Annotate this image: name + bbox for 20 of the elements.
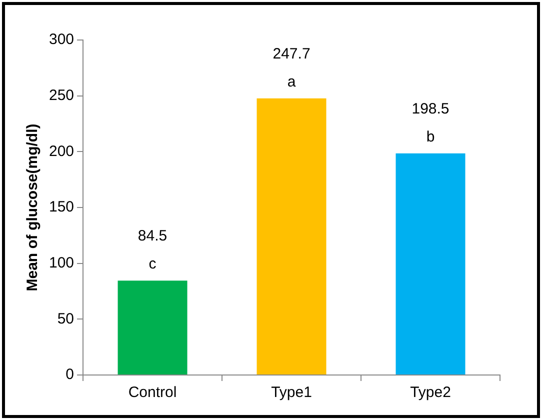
data-label: 84.5 [138, 228, 168, 245]
y-tick-label: 200 [48, 142, 74, 160]
x-tick-label: Type2 [410, 384, 451, 402]
bar [396, 153, 466, 374]
data-label: 198.5 [412, 100, 450, 118]
annotation: c [148, 256, 157, 273]
bar [256, 98, 326, 374]
y-tick-label: 100 [48, 254, 74, 272]
bar [118, 280, 188, 374]
y-tick-label: 50 [57, 310, 74, 328]
y-tick-label: 150 [48, 198, 74, 216]
y-tick-label: 300 [48, 31, 74, 48]
y-tick-label: 250 [48, 86, 74, 104]
annotation: a [287, 73, 296, 90]
y-axis-title: Mean of glucose(mg/dl) [24, 124, 42, 292]
x-tick-label: Type1 [271, 384, 312, 402]
annotation: b [426, 128, 435, 146]
x-tick-label: Control [128, 384, 177, 402]
y-tick-label: 0 [66, 366, 74, 384]
data-label: 247.7 [272, 45, 310, 62]
